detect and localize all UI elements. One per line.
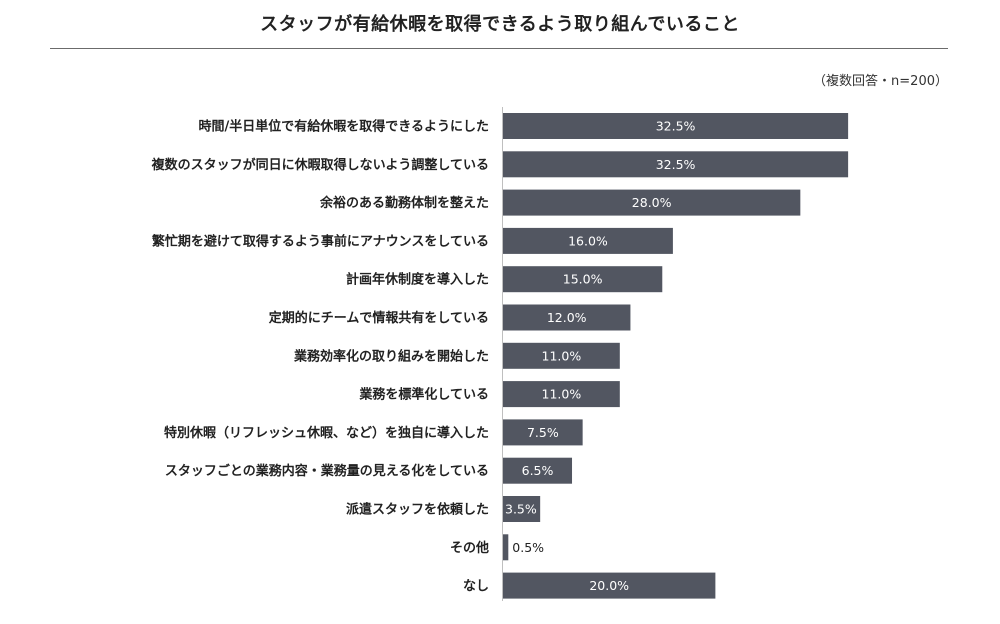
- bar-12: [503, 572, 716, 599]
- category-label-5: 定期的にチームで情報共有をしている: [268, 310, 489, 326]
- value-label-7: 11.0%: [542, 387, 582, 402]
- category-label-3: 繁忙期を避けて取得するよう事前にアナウンスをしている: [152, 233, 489, 249]
- value-label-9: 6.5%: [522, 463, 554, 478]
- category-label-2: 余裕のある勤務体制を整えた: [319, 195, 489, 211]
- category-label-10: 派遣スタッフを依頼した: [346, 502, 489, 518]
- bar-4: [503, 266, 663, 293]
- value-label-1: 32.5%: [656, 157, 696, 172]
- bar-0: [503, 113, 849, 139]
- category-label-11: その他: [450, 540, 489, 556]
- category-label-4: 計画年休制度を導入した: [346, 272, 489, 288]
- bar-11: [503, 534, 509, 561]
- chart-title: スタッフが有給休暇を取得できるよう取り組んでいること: [260, 14, 740, 35]
- value-label-3: 16.0%: [568, 233, 608, 248]
- bars-group: 時間/半日単位で有給休暇を取得できるようにした 32.5% 複数のスタッフが同日に休…: [151, 113, 849, 599]
- category-label-1: 複数のスタッフが同日に休暇取得しないよう調整している: [151, 157, 489, 173]
- value-label-6: 11.0%: [542, 348, 582, 363]
- bar-2: [503, 189, 801, 216]
- bar-1: [503, 151, 849, 178]
- bar-9: [503, 457, 573, 484]
- value-label-11: 0.5%: [512, 540, 544, 555]
- category-label-7: 業務を標準化している: [358, 387, 489, 403]
- value-label-5: 12.0%: [547, 310, 587, 325]
- bar-6: [503, 342, 620, 369]
- value-label-0: 32.5%: [656, 119, 696, 134]
- category-label-12: なし: [463, 579, 489, 594]
- value-label-10: 3.5%: [505, 502, 537, 517]
- category-label-0: 時間/半日単位で有給休暇を取得できるようにした: [199, 119, 490, 135]
- category-label-8: 特別休暇（リフレッシュ休暇、など）を独自に導入した: [164, 425, 489, 441]
- value-label-2: 28.0%: [632, 195, 672, 210]
- bar-7: [503, 381, 620, 408]
- bar-8: [503, 419, 583, 446]
- bar-3: [503, 227, 673, 254]
- value-label-8: 7.5%: [527, 425, 559, 440]
- category-label-9: スタッフごとの業務内容・業務量の見える化をしている: [165, 463, 489, 479]
- category-label-6: 業務効率化の取り組みを開始した: [293, 348, 489, 364]
- sample-note: （複数回答・n=200）: [813, 74, 948, 89]
- value-label-12: 20.0%: [589, 578, 629, 593]
- bar-5: [503, 304, 631, 331]
- title-divider: [50, 48, 948, 49]
- value-label-4: 15.0%: [563, 272, 603, 287]
- bar-10: [503, 496, 541, 522]
